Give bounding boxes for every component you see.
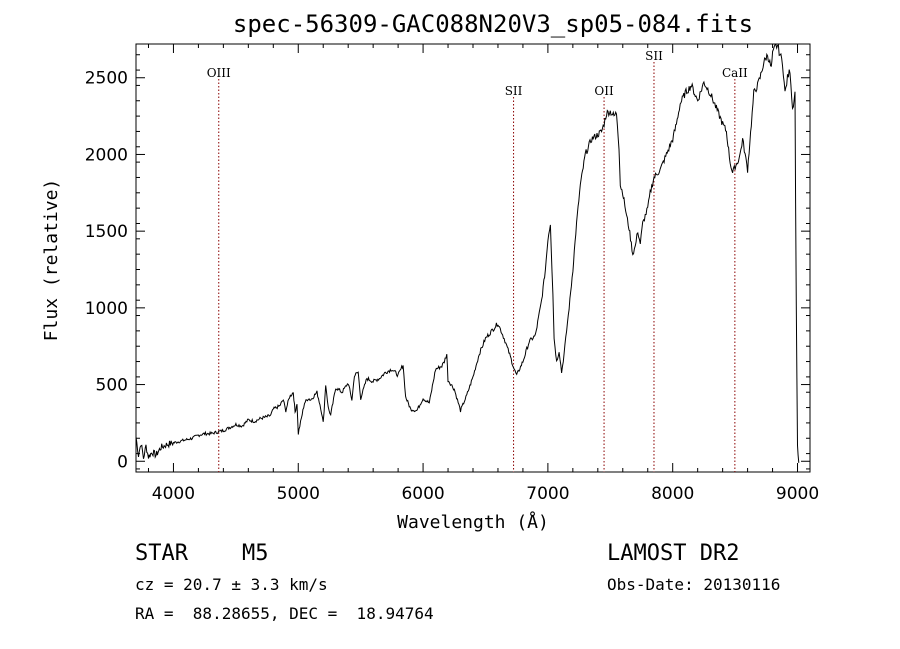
redshift-info: cz = 20.7 ± 3.3 km/s xyxy=(135,575,328,594)
spectral-line-label: SII xyxy=(645,49,663,63)
y-tick-label: 500 xyxy=(96,376,128,396)
y-tick-label: 1500 xyxy=(85,222,128,242)
x-tick-label: 7000 xyxy=(526,484,569,504)
object-class: STAR xyxy=(135,541,188,566)
spectral-line-label: CaII xyxy=(722,66,748,80)
spectral-line-label: OIII xyxy=(207,66,231,80)
x-tick-label: 6000 xyxy=(401,484,444,504)
y-axis-label: Flux (relative) xyxy=(41,179,62,342)
y-tick-label: 0 xyxy=(117,452,128,472)
x-tick-label: 4000 xyxy=(152,484,195,504)
coordinates-info: RA = 88.28655, DEC = 18.94764 xyxy=(135,604,434,623)
y-tick-label: 2500 xyxy=(85,69,128,89)
spectral-line-label: OII xyxy=(594,84,614,98)
survey-label: LAMOST DR2 xyxy=(607,541,740,566)
spectral-line-label: SII xyxy=(505,84,523,98)
y-tick-label: 1000 xyxy=(85,299,128,319)
x-axis-label: Wavelength (Å) xyxy=(397,511,549,533)
x-tick-label: 9000 xyxy=(776,484,819,504)
x-tick-label: 5000 xyxy=(277,484,320,504)
x-tick-label: 8000 xyxy=(651,484,694,504)
observation-date: Obs-Date: 20130116 xyxy=(607,575,781,594)
spectrum-line xyxy=(135,43,800,463)
plot-frame xyxy=(135,43,811,473)
y-tick-label: 2000 xyxy=(85,145,128,165)
chart-title: spec-56309-GAC088N20V3_sp05-084.fits xyxy=(233,10,753,38)
object-subclass: M5 xyxy=(242,541,269,566)
